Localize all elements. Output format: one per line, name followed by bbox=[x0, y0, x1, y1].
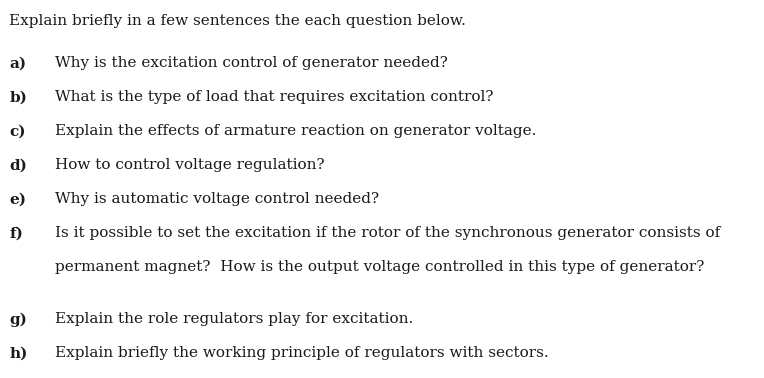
Text: h): h) bbox=[9, 346, 28, 360]
Text: Explain the role regulators play for excitation.: Explain the role regulators play for exc… bbox=[55, 312, 413, 326]
Text: Explain briefly the working principle of regulators with sectors.: Explain briefly the working principle of… bbox=[55, 346, 549, 360]
Text: How to control voltage regulation?: How to control voltage regulation? bbox=[55, 158, 325, 172]
Text: What is the type of load that requires excitation control?: What is the type of load that requires e… bbox=[55, 90, 494, 104]
Text: g): g) bbox=[9, 312, 27, 327]
Text: e): e) bbox=[9, 192, 26, 206]
Text: a): a) bbox=[9, 56, 26, 70]
Text: Is it possible to set the excitation if the rotor of the synchronous generator c: Is it possible to set the excitation if … bbox=[55, 226, 720, 240]
Text: b): b) bbox=[9, 90, 27, 104]
Text: Explain the effects of armature reaction on generator voltage.: Explain the effects of armature reaction… bbox=[55, 124, 536, 138]
Text: Explain briefly in a few sentences the each question below.: Explain briefly in a few sentences the e… bbox=[9, 14, 466, 28]
Text: permanent magnet?  How is the output voltage controlled in this type of generato: permanent magnet? How is the output volt… bbox=[55, 260, 704, 274]
Text: Why is automatic voltage control needed?: Why is automatic voltage control needed? bbox=[55, 192, 379, 206]
Text: c): c) bbox=[9, 124, 26, 138]
Text: Why is the excitation control of generator needed?: Why is the excitation control of generat… bbox=[55, 56, 448, 70]
Text: f): f) bbox=[9, 226, 23, 240]
Text: d): d) bbox=[9, 158, 27, 172]
